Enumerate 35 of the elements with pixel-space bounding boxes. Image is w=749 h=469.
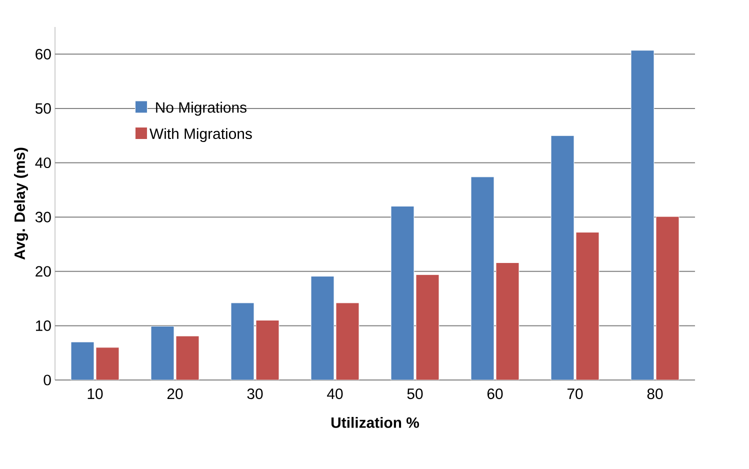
bar (311, 276, 334, 380)
bar (656, 216, 680, 380)
x-tick-label: 50 (407, 388, 423, 400)
y-axis-title: Avg. Delay (ms) (14, 148, 28, 260)
bar (151, 326, 174, 380)
y-tick-label: 60 (36, 48, 51, 60)
bar (551, 136, 574, 380)
y-tick-label: 10 (36, 320, 51, 331)
bar (256, 320, 279, 380)
bar (630, 50, 654, 380)
bar (231, 302, 254, 380)
bar (576, 232, 599, 380)
x-axis-title: Utilization % (331, 416, 420, 428)
x-tick-label: 20 (167, 388, 183, 400)
y-tick-label: 20 (36, 266, 51, 277)
legend-label: No Migrations (156, 102, 246, 116)
x-tick-label: 40 (327, 388, 343, 400)
y-tick-label: 0 (44, 374, 51, 386)
x-tick-label: 30 (247, 388, 263, 400)
bar (416, 274, 439, 380)
bar (176, 336, 199, 380)
x-tick-label: 10 (88, 388, 103, 400)
bar (471, 176, 494, 380)
bar (496, 262, 519, 380)
bar (336, 302, 359, 380)
x-tick-label: 80 (647, 388, 663, 400)
bar (96, 347, 119, 380)
y-tick-label: 40 (35, 157, 51, 168)
y-tick-label: 30 (35, 212, 51, 222)
bar (71, 342, 94, 380)
legend-label: With Migrations (150, 128, 252, 142)
y-tick-label: 50 (35, 103, 51, 114)
x-tick-label: 60 (487, 388, 503, 400)
x-tick-label: 70 (567, 388, 583, 400)
bar (391, 206, 414, 380)
